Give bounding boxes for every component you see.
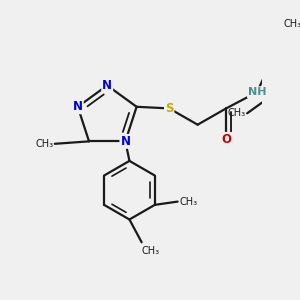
Text: CH₃: CH₃	[284, 19, 300, 28]
Text: N: N	[73, 100, 83, 113]
Text: CH₃: CH₃	[179, 196, 197, 207]
Text: NH: NH	[248, 87, 266, 97]
Text: S: S	[165, 102, 173, 115]
Text: CH₃: CH₃	[35, 139, 53, 149]
Text: CH₃: CH₃	[142, 245, 160, 256]
Text: N: N	[102, 79, 112, 92]
Text: N: N	[120, 135, 130, 148]
Text: CH₃: CH₃	[227, 108, 245, 118]
Text: O: O	[221, 133, 231, 146]
